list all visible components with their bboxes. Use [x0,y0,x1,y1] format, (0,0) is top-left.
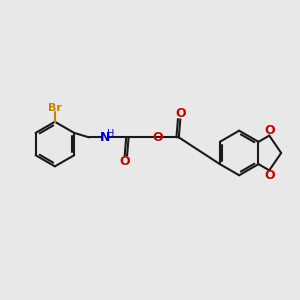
Text: O: O [119,154,130,168]
Text: N: N [100,131,111,144]
Text: O: O [152,131,163,144]
Text: O: O [175,107,186,120]
Text: Br: Br [48,103,62,113]
Text: H: H [107,129,114,139]
Text: O: O [264,169,274,182]
Text: O: O [264,124,274,137]
